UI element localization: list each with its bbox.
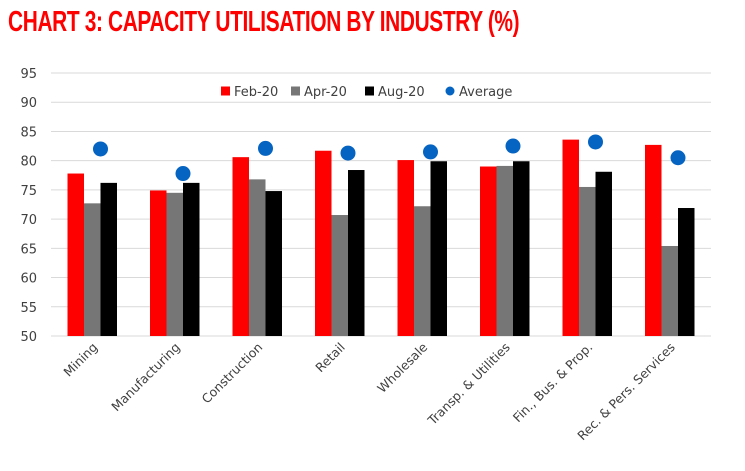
- average-markers: [93, 134, 686, 182]
- bar-feb-20: [67, 173, 84, 336]
- bar-aug-20: [183, 182, 200, 336]
- legend-label: Average: [459, 85, 512, 100]
- x-axis-labels: Mining Manufacturing Construction Retail Who…: [60, 339, 677, 443]
- bar-apr-20: [331, 215, 348, 336]
- x-tick-label: Manufacturing: [108, 340, 183, 415]
- bar-aug-20: [348, 170, 365, 336]
- y-tick-label: 65: [20, 242, 37, 257]
- y-tick-label: 55: [20, 301, 37, 316]
- x-tick-label: Transp. & Utilities: [424, 340, 513, 429]
- legend-swatch: [365, 86, 374, 96]
- bar-feb-20: [645, 144, 662, 336]
- x-tick-label: Fin., Bus. & Prop.: [510, 340, 596, 426]
- bar-aug-20: [595, 171, 612, 336]
- x-tick-label: Mining: [60, 340, 100, 380]
- y-tick-label: 95: [20, 67, 37, 82]
- average-marker: [340, 145, 356, 161]
- average-marker: [175, 166, 191, 182]
- legend-swatch: [221, 86, 230, 96]
- y-tick-label: 90: [20, 96, 37, 111]
- average-marker: [258, 140, 273, 156]
- y-axis-ticks: 50 55 60 65 70 75 80 85 90 95: [20, 67, 37, 345]
- x-tick-label: Retail: [312, 340, 348, 376]
- bar-apr-20: [661, 245, 678, 336]
- legend-label: Apr-20: [304, 85, 347, 100]
- bar-apr-20: [84, 203, 101, 336]
- bar-feb-20: [232, 157, 249, 336]
- y-tick-label: 80: [20, 155, 37, 170]
- bar-aug-20: [265, 191, 282, 336]
- y-tick-label: 85: [20, 125, 37, 140]
- x-tick-label: Wholesale: [374, 339, 430, 395]
- bar-aug-20: [430, 161, 447, 336]
- bar-feb-20: [315, 150, 332, 336]
- bar-feb-20: [562, 139, 579, 336]
- y-tick-label: 50: [20, 330, 37, 345]
- bar-aug-20: [100, 182, 117, 336]
- average-marker: [93, 141, 108, 157]
- bar-feb-20: [397, 160, 414, 336]
- bar-apr-20: [579, 186, 596, 336]
- bar-aug-20: [513, 161, 530, 336]
- average-marker: [423, 144, 438, 160]
- bar-apr-20: [249, 179, 266, 336]
- x-tick-label: Construction: [198, 340, 265, 407]
- bar-apr-20: [166, 192, 183, 336]
- bars: [67, 139, 695, 336]
- average-marker: [588, 134, 603, 150]
- bar-apr-20: [496, 165, 513, 336]
- average-marker: [505, 138, 521, 154]
- bar-apr-20: [414, 206, 431, 336]
- legend-swatch: [445, 86, 455, 96]
- chart-title: CHART 3: CAPACITY UTILISATION BY INDUSTR…: [8, 6, 520, 38]
- bar-feb-20: [150, 190, 167, 336]
- average-marker: [670, 150, 686, 166]
- y-tick-label: 70: [20, 213, 37, 228]
- bar-aug-20: [678, 208, 695, 336]
- legend-label: Aug-20: [378, 85, 425, 100]
- bar-feb-20: [480, 166, 497, 336]
- legend: Feb-20 Apr-20 Aug-20 Average: [221, 85, 512, 100]
- legend-swatch: [291, 86, 300, 96]
- legend-label: Feb-20: [234, 85, 278, 100]
- y-tick-label: 75: [20, 184, 37, 199]
- y-tick-label: 60: [20, 272, 37, 287]
